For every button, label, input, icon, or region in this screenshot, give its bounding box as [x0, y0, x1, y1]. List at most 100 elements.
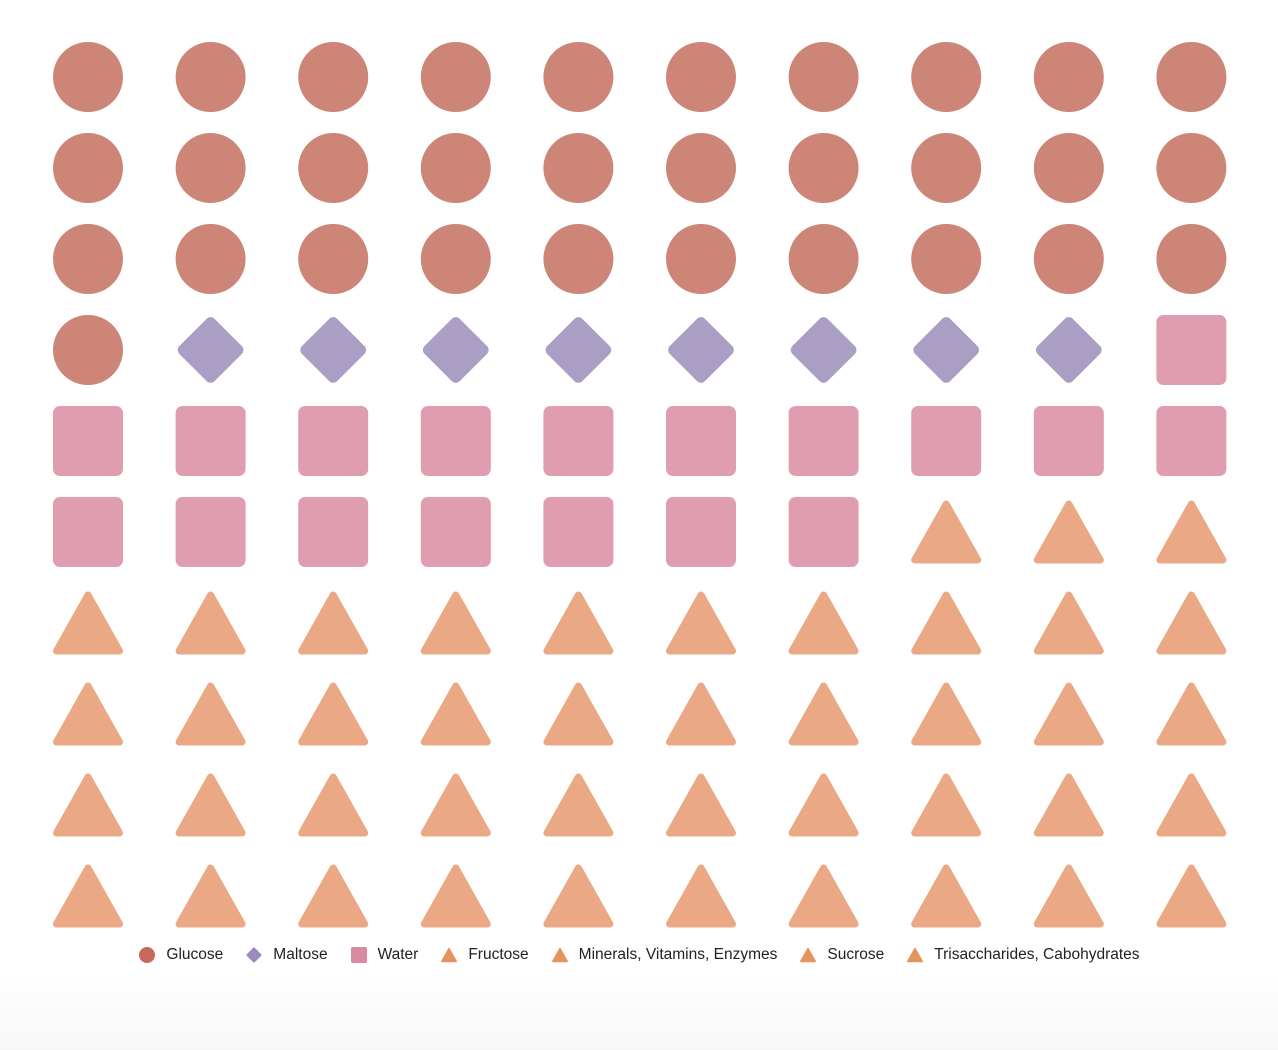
legend-label: Water: [377, 946, 419, 963]
waffle-cell-fructose: [420, 864, 491, 928]
waffle-cell-fructose: [53, 591, 123, 655]
waffle-cell-fructose: [175, 773, 246, 837]
waffle-cell-fructose: [1033, 864, 1104, 928]
legend-item-maltose: Maltose: [245, 946, 328, 964]
waffle-cell-fructose: [543, 864, 614, 928]
waffle-cell-glucose: [298, 42, 369, 112]
waffle-cell-glucose: [53, 42, 123, 112]
waffle-grid: [53, 42, 1227, 928]
legend-marker-fructose: [441, 947, 458, 963]
waffle-cell-fructose: [788, 864, 859, 928]
waffle-cell-glucose: [420, 133, 491, 203]
waffle-cell-water: [53, 406, 123, 476]
waffle-cell-water: [666, 497, 736, 567]
waffle-cell-water: [420, 406, 491, 476]
waffle-cell-fructose: [175, 591, 246, 655]
waffle-cell-water: [298, 497, 369, 567]
waffle-cell-fructose: [1156, 591, 1227, 655]
waffle-cell-glucose: [543, 42, 614, 112]
waffle-cell-fructose: [788, 682, 859, 746]
legend-swatch-diamond-icon: [246, 947, 262, 963]
waffle-cell-glucose: [53, 133, 123, 203]
waffle-cell-glucose: [1033, 224, 1104, 294]
waffle-cell-maltose: [913, 317, 980, 383]
waffle-cell-fructose: [1156, 864, 1227, 928]
legend-label: Minerals, Vitamins, Enzymes: [578, 946, 778, 963]
waffle-cell-fructose: [911, 864, 982, 928]
waffle-cell-water: [175, 497, 246, 567]
waffle-cell-water: [175, 406, 246, 476]
waffle-cell-glucose: [543, 133, 614, 203]
legend-swatch-triangle-icon: [800, 947, 817, 963]
legend-swatch-triangle-icon: [907, 947, 924, 963]
waffle-cell-water: [788, 406, 859, 476]
waffle-cell-fructose: [420, 591, 491, 655]
waffle-cell-fructose: [1033, 682, 1104, 746]
waffle-cell-water: [666, 406, 736, 476]
waffle-cell-fructose: [1033, 500, 1104, 564]
waffle-cell-maltose: [422, 317, 489, 383]
waffle-cell-fructose: [298, 682, 369, 746]
waffle-cell-fructose: [1033, 591, 1104, 655]
waffle-cell-maltose: [790, 317, 857, 383]
waffle-cell-water: [543, 497, 614, 567]
waffle-cell-water: [788, 497, 859, 567]
waffle-cell-fructose: [788, 591, 859, 655]
legend-swatch-triangle-icon: [441, 947, 458, 963]
waffle-cell-fructose: [298, 773, 369, 837]
waffle-cell-fructose: [1033, 773, 1104, 837]
waffle-cell-fructose: [911, 500, 982, 564]
waffle-cell-maltose: [545, 317, 612, 383]
legend-label: Glucose: [166, 946, 224, 963]
waffle-cell-glucose: [1033, 42, 1104, 112]
waffle-cell-glucose: [1156, 224, 1227, 294]
waffle-cell-glucose: [420, 42, 491, 112]
legend-label: Maltose: [273, 946, 328, 963]
waffle-cell-fructose: [53, 682, 123, 746]
waffle-cell-fructose: [543, 591, 614, 655]
waffle-cell-fructose: [298, 864, 369, 928]
legend-swatch-square-icon: [350, 947, 367, 963]
waffle-cell-glucose: [911, 42, 982, 112]
legend-item-glucose: Glucose: [138, 946, 223, 964]
waffle-cell-fructose: [53, 773, 123, 837]
waffle-cell-water: [298, 406, 369, 476]
waffle-cell-fructose: [1156, 682, 1227, 746]
legend-item-water: Water: [350, 946, 419, 964]
waffle-cell-glucose: [911, 224, 982, 294]
legend-marker-maltose: [246, 947, 262, 963]
waffle-cell-glucose: [543, 224, 614, 294]
waffle-cell-fructose: [543, 682, 614, 746]
waffle-cell-fructose: [788, 773, 859, 837]
waffle-cell-fructose: [1156, 500, 1227, 564]
legend-item-minerals-vitamins-enzymes: Minerals, Vitamins, Enzymes: [551, 946, 778, 964]
legend-label: Fructose: [468, 946, 529, 963]
waffle-cell-glucose: [298, 224, 369, 294]
waffle-cell-fructose: [911, 591, 982, 655]
legend-label: Sucrose: [827, 946, 885, 963]
waffle-cell-water: [911, 406, 982, 476]
legend-swatch-triangle-icon: [551, 947, 568, 963]
legend-item-trisaccharides-cabohydrates: Trisaccharides, Cabohydrates: [906, 946, 1140, 964]
waffle-cell-water: [543, 406, 614, 476]
waffle-cell-glucose: [911, 133, 982, 203]
waffle-cell-glucose: [175, 42, 246, 112]
waffle-cell-water: [53, 497, 123, 567]
waffle-cell-glucose: [175, 224, 246, 294]
waffle-cell-fructose: [666, 682, 736, 746]
legend-marker-trisaccharides-cabohydrates: [907, 947, 924, 963]
legend-marker-water: [350, 947, 367, 963]
waffle-cell-water: [420, 497, 491, 567]
waffle-cell-maltose: [300, 317, 367, 383]
waffle-cell-fructose: [298, 591, 369, 655]
legend-item-sucrose: Sucrose: [799, 946, 884, 964]
legend-label: Trisaccharides, Cabohydrates: [934, 946, 1140, 963]
waffle-cell-glucose: [666, 42, 736, 112]
legend-marker-glucose: [139, 947, 156, 963]
waffle-cell-glucose: [666, 133, 736, 203]
legend-item-fructose: Fructose: [440, 946, 529, 964]
waffle-cell-fructose: [175, 682, 246, 746]
legend: Glucose Maltose Water Fructose Minerals, Vit…: [0, 942, 1278, 968]
waffle-cell-glucose: [298, 133, 369, 203]
legend-swatch-circle-icon: [139, 947, 156, 963]
